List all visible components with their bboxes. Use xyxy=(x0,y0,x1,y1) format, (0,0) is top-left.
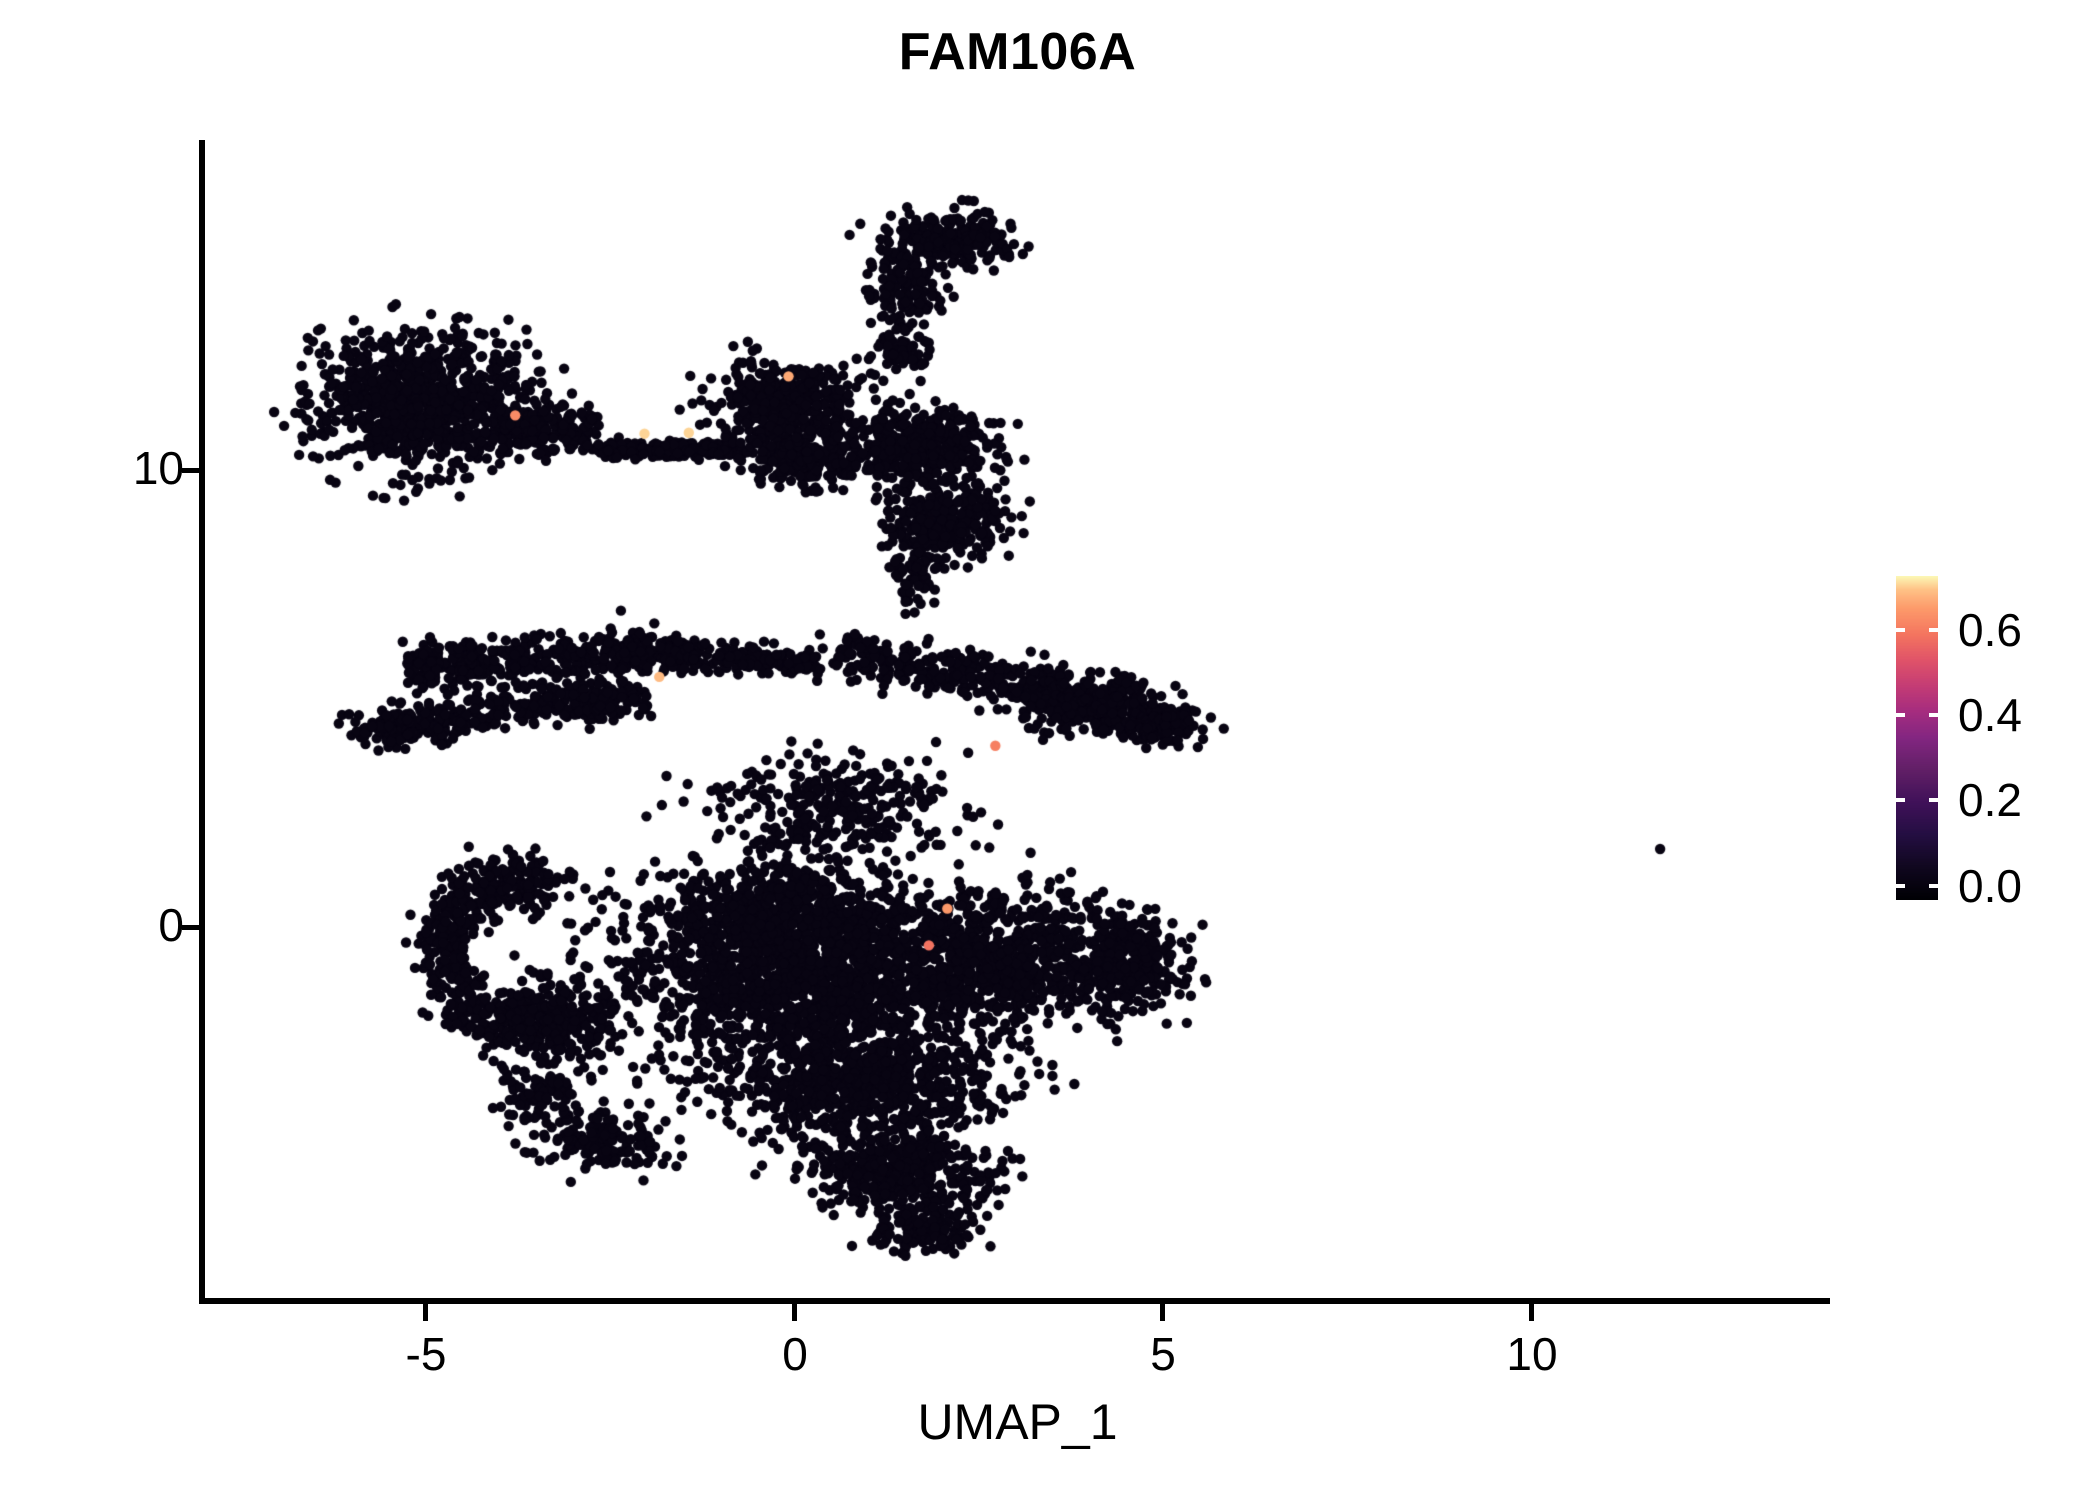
x-tick-mark-5 xyxy=(1160,1304,1165,1321)
x-tick-label-5: 5 xyxy=(1150,1328,1176,1380)
x-axis-title: UMAP_1 xyxy=(917,1394,1118,1450)
y-tick-mark-10 xyxy=(182,468,199,473)
y-axis-line xyxy=(199,140,205,1304)
y-tick-mark-0 xyxy=(182,925,199,930)
x-axis-line xyxy=(199,1298,1830,1304)
page-title: FAM106A xyxy=(898,23,1137,81)
plot-panel xyxy=(205,140,1830,1301)
x-tick-mark-10 xyxy=(1529,1304,1534,1321)
colorbar-label-0.2: 0.2 xyxy=(1958,774,2022,826)
colorbar-label-0.4: 0.4 xyxy=(1958,689,2022,741)
x-tick-label-10: 10 xyxy=(1506,1328,1558,1380)
y-tick-label-10: 10 xyxy=(132,442,184,494)
colorbar-label-0.0: 0.0 xyxy=(1958,860,2022,912)
colorbar-gradient xyxy=(1896,576,1938,900)
x-tick-mark-0 xyxy=(792,1304,797,1321)
x-tick-mark-minus5 xyxy=(423,1304,428,1321)
x-tick-label-minus5: -5 xyxy=(405,1328,447,1380)
scatter-points-canvas xyxy=(205,140,1830,1301)
y-tick-label-0: 0 xyxy=(158,899,184,951)
colorbar-label-0.6: 0.6 xyxy=(1958,604,2022,656)
x-tick-label-0: 0 xyxy=(782,1328,808,1380)
colorbar-legend: 0.6 0.4 0.2 0.0 xyxy=(1896,576,2096,912)
